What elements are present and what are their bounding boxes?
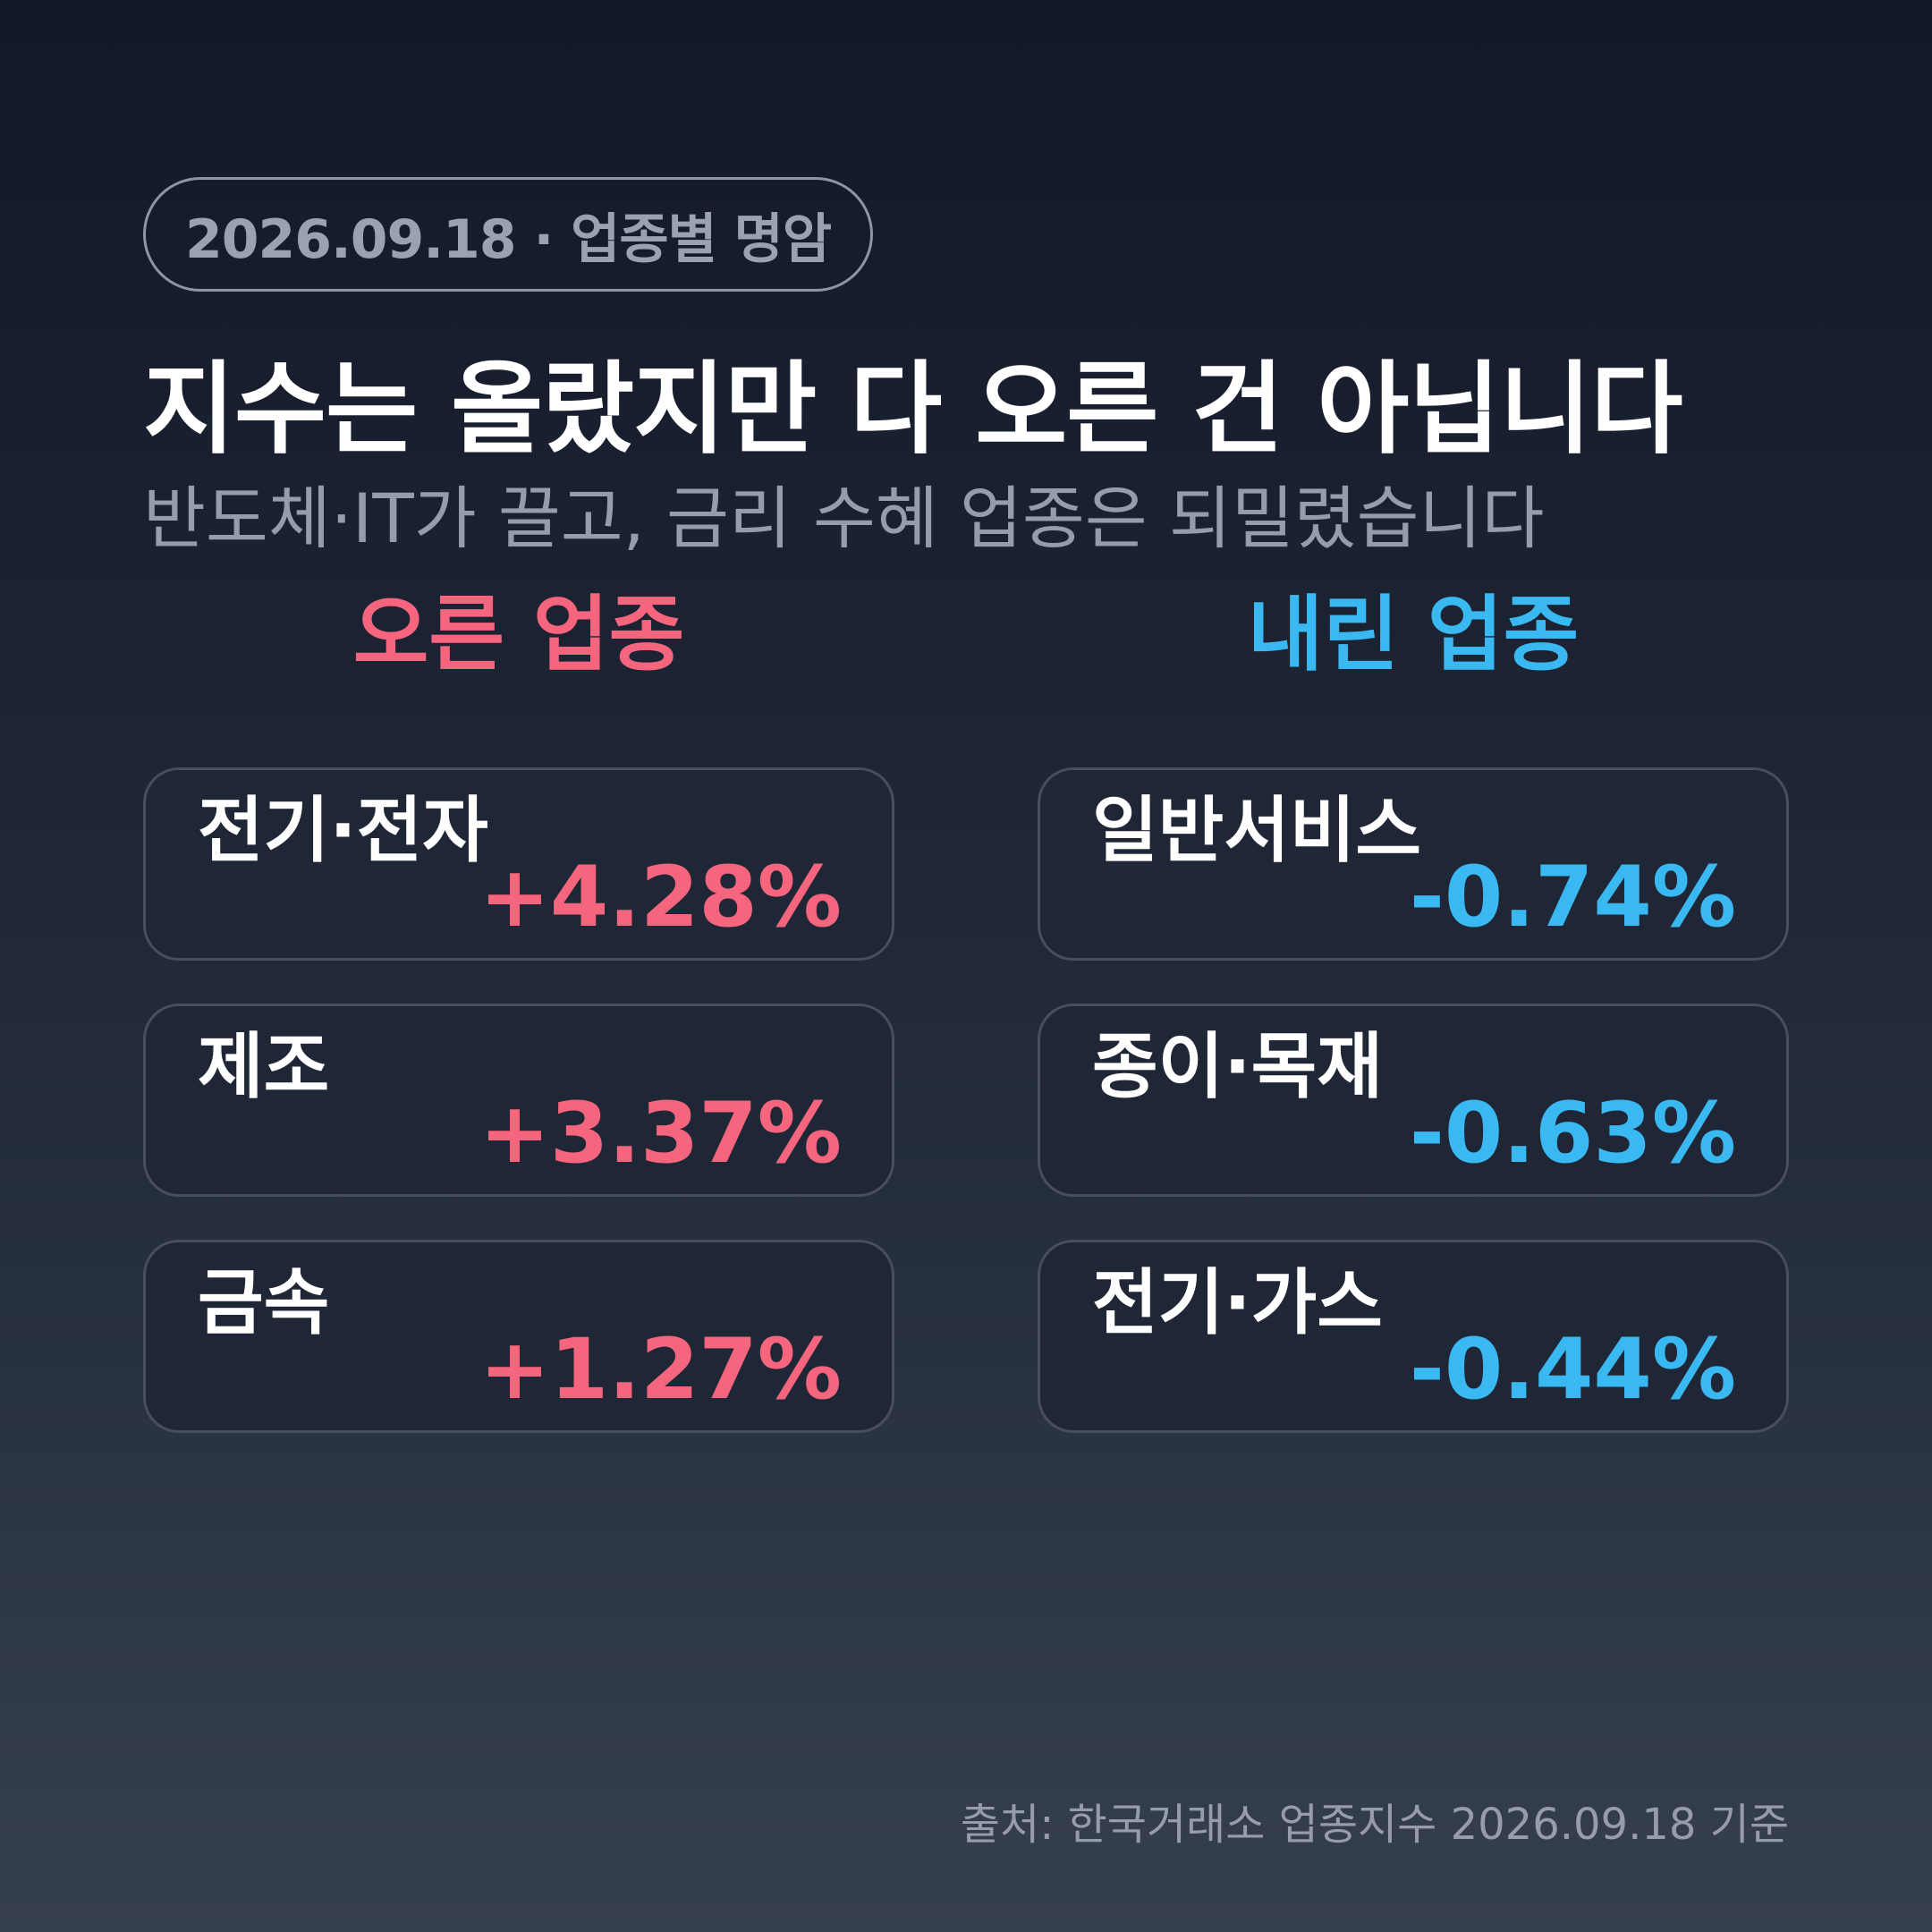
page-subtitle: 반도체·IT가 끌고, 금리 수혜 업종은 되밀렸습니다 xyxy=(143,479,1545,558)
sector-name: 전기·가스 xyxy=(1092,1261,1383,1344)
page-title: 지수는 올랐지만 다 오른 건 아닙니다 xyxy=(143,352,1683,468)
loser-card: 일반서비스 -0.74% xyxy=(1038,767,1789,961)
sector-change: +1.27% xyxy=(479,1321,842,1419)
sector-change: +4.28% xyxy=(479,849,842,946)
sector-change: -0.63% xyxy=(1409,1085,1736,1182)
sector-name: 일반서비스 xyxy=(1092,789,1421,872)
sector-change: +3.37% xyxy=(479,1085,842,1182)
sector-change: -0.44% xyxy=(1409,1321,1736,1419)
gainer-card: 전기·전자 +4.28% xyxy=(143,767,894,961)
gainer-card: 제조 +3.37% xyxy=(143,1004,894,1197)
loser-card: 전기·가스 -0.44% xyxy=(1038,1240,1789,1433)
sector-name: 금속 xyxy=(198,1261,330,1344)
source-note: 출처: 한국거래소 업종지수 2026.09.18 기준 xyxy=(960,1800,1789,1850)
date-badge: 2026.09.18 · 업종별 명암 xyxy=(143,177,873,292)
sector-name: 종이·목재 xyxy=(1092,1025,1383,1108)
sector-change: -0.74% xyxy=(1409,849,1736,946)
gainers-heading: 오른 업종 xyxy=(352,587,685,682)
sector-name: 전기·전자 xyxy=(198,789,488,872)
sector-name: 제조 xyxy=(198,1025,330,1108)
gainer-card: 금속 +1.27% xyxy=(143,1240,894,1433)
loser-card: 종이·목재 -0.63% xyxy=(1038,1004,1789,1197)
losers-heading: 내린 업종 xyxy=(1247,587,1580,682)
